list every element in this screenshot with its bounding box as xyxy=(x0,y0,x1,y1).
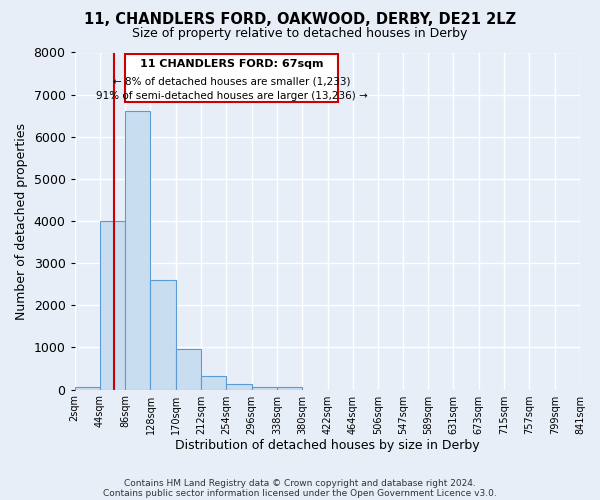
Y-axis label: Number of detached properties: Number of detached properties xyxy=(15,122,28,320)
Bar xyxy=(201,376,226,390)
Bar xyxy=(74,388,100,390)
Bar xyxy=(125,112,151,390)
Bar xyxy=(176,348,201,390)
Text: Contains public sector information licensed under the Open Government Licence v3: Contains public sector information licen… xyxy=(103,488,497,498)
Text: 91% of semi-detached houses are larger (13,236) →: 91% of semi-detached houses are larger (… xyxy=(96,91,368,101)
Bar xyxy=(277,388,302,390)
Text: ← 8% of detached houses are smaller (1,233): ← 8% of detached houses are smaller (1,2… xyxy=(113,76,350,86)
Text: 11, CHANDLERS FORD, OAKWOOD, DERBY, DE21 2LZ: 11, CHANDLERS FORD, OAKWOOD, DERBY, DE21… xyxy=(84,12,516,28)
Text: 11 CHANDLERS FORD: 67sqm: 11 CHANDLERS FORD: 67sqm xyxy=(140,59,323,69)
X-axis label: Distribution of detached houses by size in Derby: Distribution of detached houses by size … xyxy=(175,440,479,452)
Text: Size of property relative to detached houses in Derby: Size of property relative to detached ho… xyxy=(133,28,467,40)
Bar xyxy=(151,280,176,390)
Text: Contains HM Land Registry data © Crown copyright and database right 2024.: Contains HM Land Registry data © Crown c… xyxy=(124,478,476,488)
Bar xyxy=(100,221,125,390)
Bar xyxy=(251,388,277,390)
Bar xyxy=(226,384,251,390)
FancyBboxPatch shape xyxy=(125,54,338,102)
